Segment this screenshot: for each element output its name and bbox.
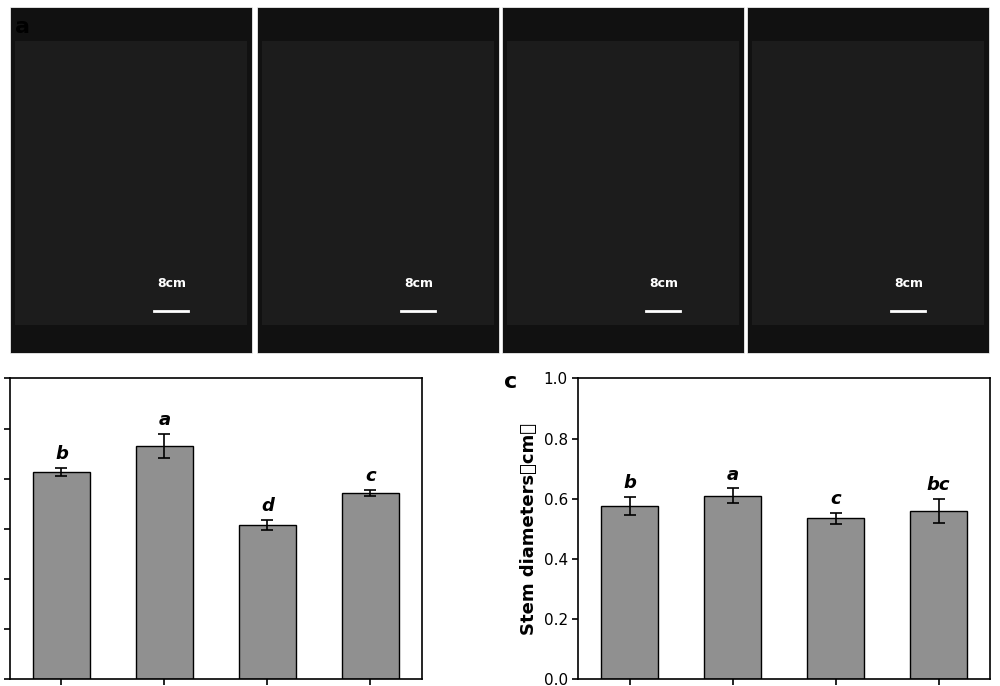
FancyBboxPatch shape <box>752 41 984 325</box>
FancyBboxPatch shape <box>262 41 494 325</box>
Text: 8cm: 8cm <box>404 277 433 290</box>
Text: 8cm: 8cm <box>157 277 186 290</box>
Bar <box>910 511 967 679</box>
Text: c: c <box>365 466 376 485</box>
Text: d: d <box>261 497 274 514</box>
Text: bc: bc <box>927 476 950 494</box>
FancyBboxPatch shape <box>257 7 499 353</box>
FancyBboxPatch shape <box>502 7 744 353</box>
Text: a: a <box>15 17 30 37</box>
Text: a: a <box>158 411 170 429</box>
FancyBboxPatch shape <box>15 41 247 325</box>
Text: a: a <box>727 466 739 484</box>
Text: c: c <box>504 372 517 392</box>
Bar <box>136 446 193 679</box>
FancyBboxPatch shape <box>747 7 989 353</box>
Text: 8cm: 8cm <box>894 277 923 290</box>
Text: 8cm: 8cm <box>649 277 678 290</box>
FancyBboxPatch shape <box>10 7 252 353</box>
Bar <box>342 493 399 679</box>
Bar <box>239 525 296 679</box>
Y-axis label: Stem diameters（cm）: Stem diameters（cm） <box>520 423 538 635</box>
Text: c: c <box>830 490 841 508</box>
FancyBboxPatch shape <box>507 41 739 325</box>
Text: b: b <box>623 475 636 493</box>
Bar <box>807 519 864 679</box>
Bar <box>33 472 90 679</box>
Bar <box>704 496 761 679</box>
Bar <box>601 506 658 679</box>
Text: b: b <box>55 445 68 462</box>
